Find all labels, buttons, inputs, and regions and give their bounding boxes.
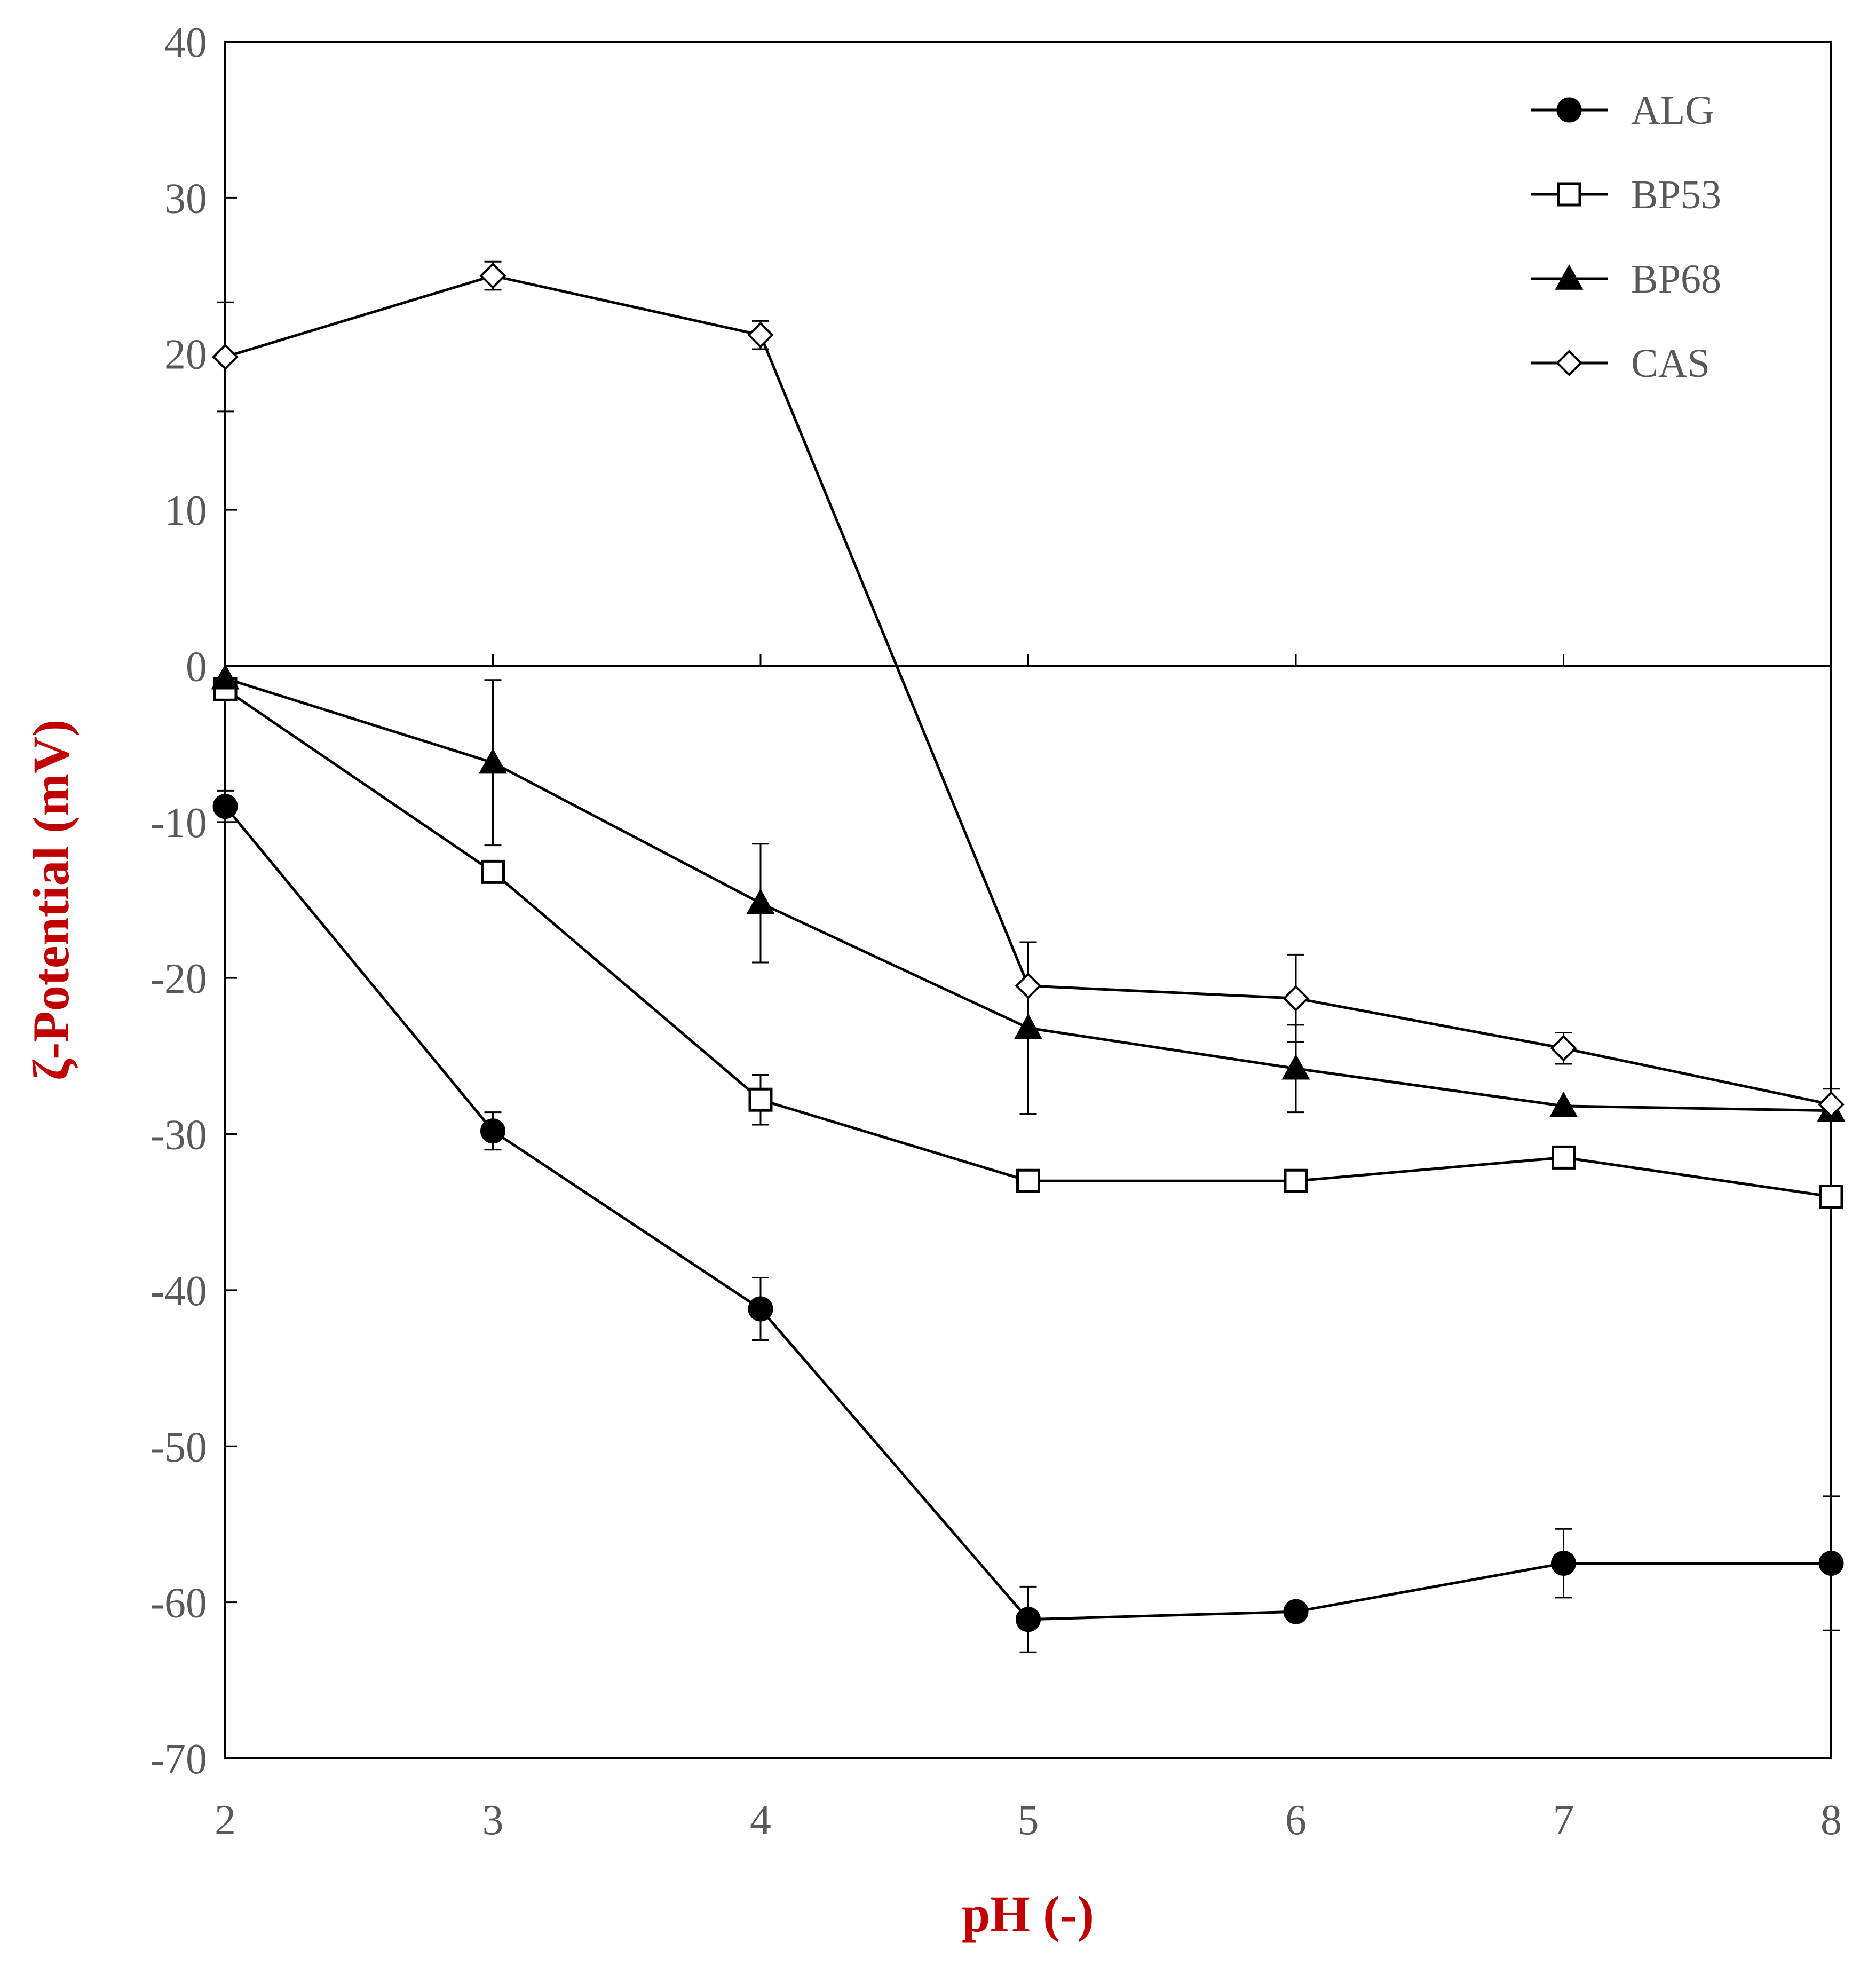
data-point-bp68-0	[211, 664, 240, 690]
data-point-cas-0	[212, 343, 239, 370]
data-point-cas-2	[747, 321, 774, 349]
legend-marker-bp68	[1555, 264, 1584, 290]
data-point-bp53-6	[1819, 1184, 1843, 1209]
y-tick-label-40: 40	[164, 19, 207, 66]
y-tick-label-30: -30	[150, 1112, 207, 1159]
data-point-alg-6	[1818, 1551, 1844, 1576]
y-tick-label-40: -40	[150, 1268, 207, 1315]
y-tick-label-0: 0	[186, 643, 207, 690]
legend-label-bp68: BP68	[1631, 257, 1721, 302]
y-tick-label-10: 10	[164, 487, 207, 534]
data-point-alg-2	[748, 1296, 773, 1322]
data-point-bp53-4	[1284, 1168, 1308, 1193]
data-point-bp53-1	[481, 859, 505, 884]
legend-marker-cas	[1556, 350, 1582, 376]
data-point-bp68-5	[1549, 1091, 1578, 1117]
y-tick-label-30: 30	[164, 175, 207, 222]
data-point-bp68-1	[478, 748, 508, 774]
x-tick-labels: 2 3 4 5 6 7 8	[215, 1797, 1842, 1844]
data-point-bp68-2	[746, 888, 775, 914]
data-point-cas-5	[1550, 1035, 1577, 1062]
data-point-cas-3	[1015, 972, 1042, 999]
y-tick-label-20: 20	[164, 331, 207, 378]
data-point-alg-1	[480, 1118, 505, 1144]
x-tick-label-4: 4	[750, 1797, 771, 1844]
y-tick-label-10: -10	[150, 800, 207, 847]
data-point-bp68-4	[1281, 1054, 1310, 1080]
x-tick-label-6: 6	[1285, 1797, 1307, 1844]
data-point-bp53-3	[1016, 1168, 1040, 1193]
plot-area	[224, 41, 1832, 1759]
legend-label-alg: ALG	[1631, 88, 1714, 133]
y-tick-label-70: -70	[150, 1736, 207, 1783]
legend-label-bp53: BP53	[1631, 172, 1721, 217]
data-point-alg-4	[1283, 1599, 1309, 1624]
x-tick-label-2: 2	[215, 1797, 236, 1844]
data-point-bp68-3	[1014, 1013, 1043, 1039]
series-markers	[211, 262, 1846, 1632]
x-axis-title: pH (-)	[962, 1885, 1094, 1943]
legend-label-cas: CAS	[1631, 341, 1710, 386]
x-tick-label-3: 3	[482, 1797, 504, 1844]
data-point-alg-3	[1016, 1607, 1041, 1632]
y-tick-label-20: -20	[150, 956, 207, 1002]
x-tick-label-7: 7	[1553, 1797, 1574, 1844]
data-point-cas-1	[479, 262, 506, 289]
data-point-bp53-5	[1552, 1145, 1576, 1170]
data-point-cas-4	[1283, 985, 1309, 1012]
x-tick-label-5: 5	[1018, 1797, 1039, 1844]
data-point-cas-6	[1818, 1091, 1845, 1118]
legend: ALG BP53 BP68 CAS	[1531, 88, 1721, 386]
legend-marker-bp53	[1557, 182, 1581, 207]
y-tick-labels: 40 30 20 10 0 -10 -20 -30 -40 -50 -60 -70	[150, 19, 207, 1783]
x-tick-label-8: 8	[1820, 1797, 1842, 1844]
y-tick-label-50: -50	[150, 1424, 207, 1471]
data-point-alg-5	[1551, 1551, 1576, 1576]
legend-marker-alg	[1556, 97, 1582, 123]
y-tick-label-60: -60	[150, 1580, 207, 1627]
y-axis-title: ζ-Potential (mV)	[22, 720, 80, 1081]
data-point-alg-0	[212, 794, 238, 819]
data-point-bp53-2	[748, 1087, 773, 1112]
